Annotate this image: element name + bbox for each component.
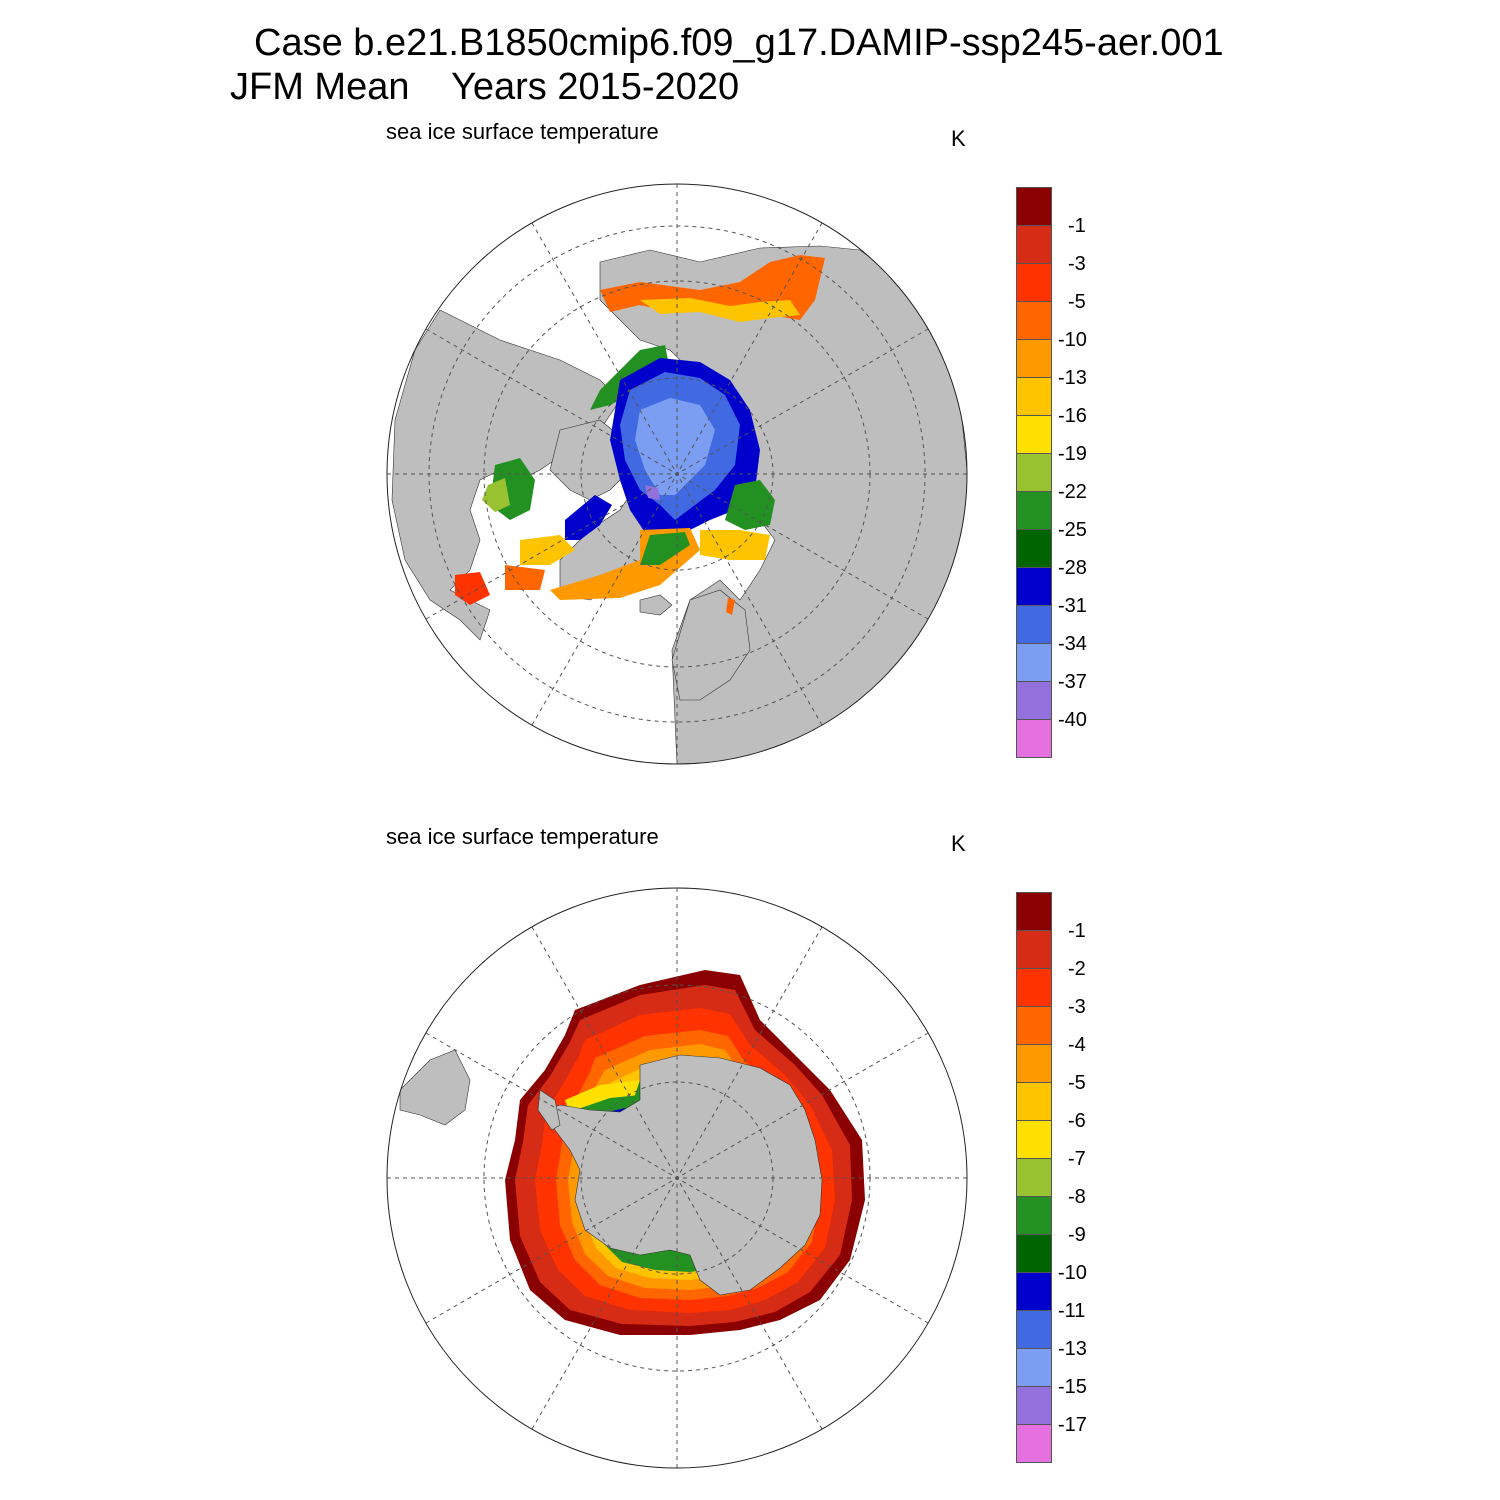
colorbar-swatch [1016, 719, 1052, 758]
colorbar-swatch [1016, 930, 1052, 969]
colorbar-tick-label: -1 [1068, 920, 1086, 942]
colorbar-tick-label: -34 [1058, 633, 1087, 655]
colorbar-swatch [1016, 1158, 1052, 1197]
colorbar-swatch [1016, 892, 1052, 931]
nh-ice-coldest [645, 485, 660, 500]
nh-land-iceland [639, 594, 673, 616]
panel-title-nh: sea ice surface temperature [386, 119, 659, 144]
nh-ice-greenland-east-inner [640, 532, 690, 565]
colorbar-tick-label: -3 [1068, 996, 1086, 1018]
colorbar-tick-label: -8 [1068, 1186, 1086, 1208]
colorbar-swatch [1016, 377, 1052, 416]
colorbar-tick-label: -19 [1058, 443, 1087, 465]
colorbar-tick-label: -2 [1068, 958, 1086, 980]
colorbar-swatch [1016, 529, 1052, 568]
colorbar-tick-label: -17 [1058, 1414, 1087, 1436]
colorbar-tick-label: -37 [1058, 671, 1087, 693]
panel-title-sh: sea ice surface temperature [386, 824, 659, 849]
nh-ice-hudson-inner [482, 478, 510, 512]
nh-ice-labrador [520, 535, 575, 565]
colorbar-swatch [1016, 415, 1052, 454]
colorbar-tick-label: -6 [1068, 1110, 1086, 1132]
colorbar-tick-label: -13 [1058, 1338, 1087, 1360]
colorbar-swatch [1016, 1234, 1052, 1273]
colorbar-tick-label: -13 [1058, 367, 1087, 389]
colorbar-tick-label: -15 [1058, 1376, 1087, 1398]
sh-map [387, 888, 967, 1468]
colorbar-swatch [1016, 605, 1052, 644]
colorbar-tick-label: -28 [1058, 557, 1087, 579]
colorbar-swatch [1016, 1310, 1052, 1349]
colorbar-swatch [1016, 643, 1052, 682]
colorbar-swatch [1016, 968, 1052, 1007]
colorbar-tick-label: -7 [1068, 1148, 1086, 1170]
colorbar-tick-label: -4 [1068, 1034, 1086, 1056]
colorbar-swatch [1016, 453, 1052, 492]
colorbar-swatch [1016, 1348, 1052, 1387]
nh-map [387, 184, 967, 764]
colorbar-tick-label: -25 [1058, 519, 1087, 541]
sh-land-south-america [399, 1049, 471, 1126]
colorbar-swatch [1016, 1082, 1052, 1121]
colorbar-swatch [1016, 681, 1052, 720]
colorbar-swatch [1016, 339, 1052, 378]
colorbar-swatch [1016, 1424, 1052, 1463]
figure-title-case: Case b.e21.B1850cmip6.f09_g17.DAMIP-ssp2… [254, 22, 1224, 64]
colorbar-swatch [1016, 301, 1052, 340]
colorbar-swatch [1016, 1272, 1052, 1311]
units-label-sh: K [951, 831, 966, 856]
colorbar-tick-label: -40 [1058, 709, 1087, 731]
colorbar-swatch [1016, 1120, 1052, 1159]
colorbar-swatch [1016, 263, 1052, 302]
colorbar-tick-label: -31 [1058, 595, 1087, 617]
colorbar-swatch [1016, 1006, 1052, 1045]
colorbar-tick-label: -11 [1058, 1300, 1086, 1322]
colorbar-tick-label: -5 [1068, 291, 1086, 313]
colorbar-swatch [1016, 1386, 1052, 1425]
sh-land-peninsula [537, 1089, 561, 1131]
colorbar-tick-label: -9 [1068, 1224, 1086, 1246]
nh-land-europe [671, 589, 751, 701]
figure-title-period: JFM Mean Years 2015-2020 [230, 66, 740, 108]
colorbar-tick-label: -3 [1068, 253, 1086, 275]
colorbar-sh [1016, 892, 1052, 1463]
colorbar-swatch [1016, 567, 1052, 606]
colorbar-swatch [1016, 225, 1052, 264]
colorbar-tick-label: -1 [1068, 215, 1086, 237]
nh-ice-baffin [565, 495, 612, 540]
colorbar-tick-label: -10 [1058, 1262, 1087, 1284]
colorbar-swatch [1016, 187, 1052, 226]
colorbar-tick-label: -10 [1058, 329, 1087, 351]
colorbar-tick-label: -22 [1058, 481, 1087, 503]
nh-ice-labrador-edge [505, 565, 545, 590]
nh-ice-baltic [726, 598, 735, 615]
nh-ice-barents [725, 480, 775, 530]
colorbar-swatch [1016, 1196, 1052, 1235]
units-label-nh: K [951, 126, 966, 151]
colorbar-tick-label: -5 [1068, 1072, 1086, 1094]
colorbar-swatch [1016, 1044, 1052, 1083]
colorbar-tick-label: -16 [1058, 405, 1087, 427]
nh-ice-barents-yellow [700, 530, 770, 560]
nh-ice-okhotsk-inner [640, 298, 800, 322]
colorbar-nh [1016, 187, 1052, 758]
colorbar-swatch [1016, 491, 1052, 530]
nh-ice-arctic-core [635, 398, 715, 495]
